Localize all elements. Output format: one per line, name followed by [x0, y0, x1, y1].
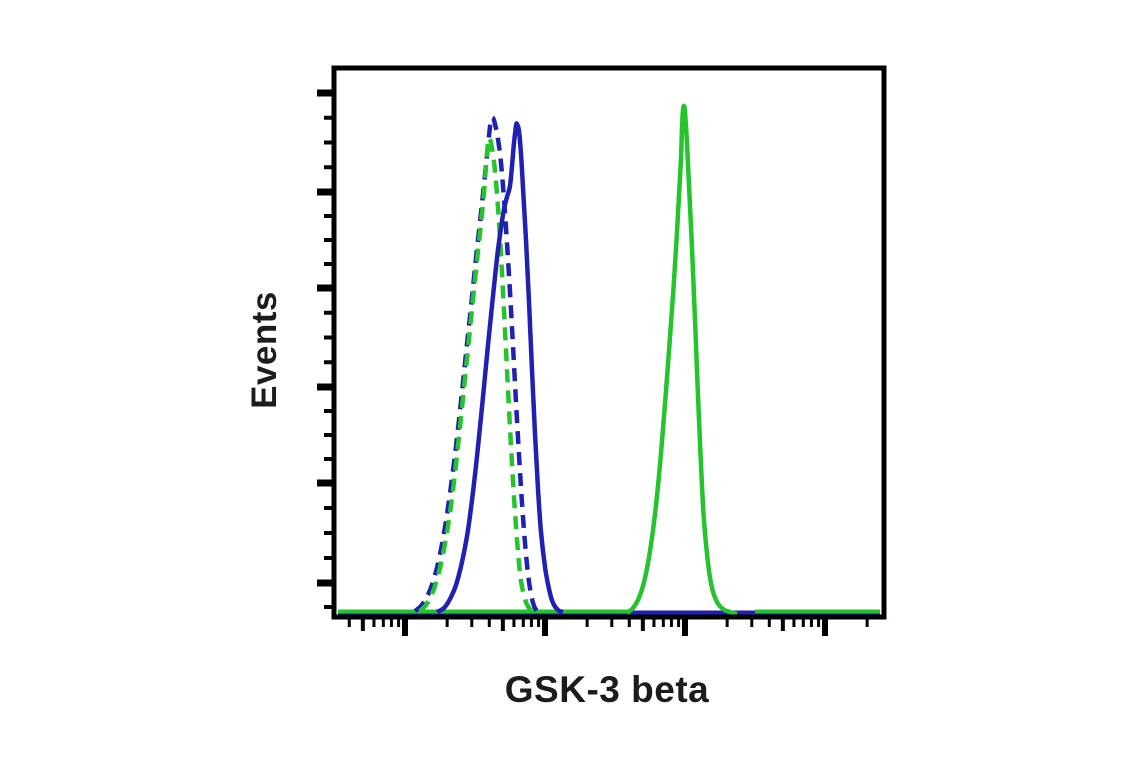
y-axis-label: Events — [245, 291, 284, 409]
histogram-curve-solid-blue — [435, 121, 564, 615]
histogram-curve-dashed-blue-control — [413, 115, 539, 613]
plot-frame — [331, 65, 887, 620]
x-axis-label: GSK-3 beta — [504, 669, 710, 710]
histogram-curve-solid-green — [625, 103, 738, 617]
histogram-curve-dashed-green-control — [418, 135, 536, 614]
